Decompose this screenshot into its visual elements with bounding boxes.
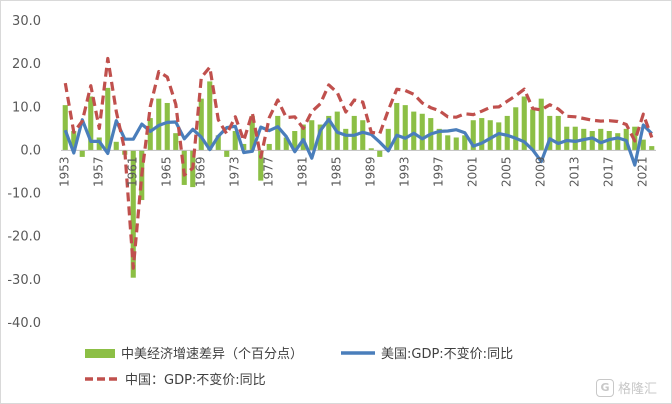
y-tick-label: -10.0	[7, 187, 41, 202]
bar-diff	[249, 115, 255, 151]
bar-diff	[589, 131, 595, 151]
bar-diff	[181, 150, 187, 185]
bar-diff	[640, 139, 646, 151]
bar-diff	[105, 87, 111, 151]
bar-diff	[436, 128, 442, 151]
bar-diff	[445, 135, 451, 151]
bar-diff	[207, 81, 213, 151]
bar-diff	[147, 118, 153, 151]
bar-diff	[555, 115, 561, 151]
bar-diff	[266, 143, 272, 151]
x-tick-label: 2009	[534, 156, 548, 187]
bar-diff	[572, 126, 578, 151]
bar-diff	[62, 105, 68, 151]
y-tick-label: -30.0	[7, 273, 41, 288]
bar-diff	[317, 124, 323, 151]
legend-label-us: 美国:GDP:不变价:同比	[381, 346, 513, 362]
y-tick-label: 0.0	[20, 143, 41, 158]
bar-diff	[453, 137, 459, 151]
bar-diff	[564, 126, 570, 151]
bar-diff	[598, 128, 604, 151]
y-tick-label: 10.0	[12, 100, 41, 115]
x-tick-label: 1965	[160, 156, 174, 187]
bar-diff	[326, 115, 332, 151]
bar-diff	[496, 122, 502, 151]
x-tick-label: 1961	[126, 156, 140, 187]
bar-diff	[71, 131, 77, 151]
x-tick-label: 2021	[636, 156, 650, 187]
bar-diff	[360, 120, 366, 151]
bar-diff	[513, 107, 519, 151]
bar-diff	[521, 96, 527, 151]
x-tick-label: 1969	[194, 156, 208, 187]
bar-diff	[411, 111, 417, 151]
bar-diff	[487, 120, 493, 151]
bar-diff	[130, 150, 136, 278]
bar-diff	[649, 146, 655, 151]
legend-swatch-diff	[85, 349, 115, 358]
bar-diff	[368, 148, 374, 151]
x-tick-label: 2001	[466, 156, 480, 187]
bar-diff	[394, 102, 400, 151]
x-tick-label: 1977	[262, 156, 276, 187]
bar-diff	[173, 133, 179, 151]
bar-diff	[309, 120, 315, 151]
x-tick-label: 1989	[364, 156, 378, 187]
y-tick-label: 20.0	[12, 57, 41, 72]
x-tick-label: 2013	[568, 156, 582, 187]
watermark: G 格隆汇	[595, 378, 657, 397]
bar-diff	[241, 143, 247, 151]
bar-diff	[419, 113, 425, 151]
x-tick-label: 1957	[92, 156, 106, 187]
bar-diff	[113, 141, 119, 151]
watermark-text: 格隆汇	[617, 382, 657, 397]
bar-diff	[79, 150, 85, 157]
bar-diff	[232, 131, 238, 151]
x-tick-label: 1953	[58, 156, 72, 187]
bar-diff	[224, 150, 230, 157]
bar-diff	[538, 98, 544, 151]
bar-diff	[283, 137, 289, 151]
bar-diff	[275, 115, 281, 151]
legend-label-china: 中国：GDP:不变价:同比	[125, 372, 266, 388]
bar-diff	[402, 105, 408, 151]
bar-diff	[385, 128, 391, 151]
bar-diff	[300, 124, 306, 151]
bar-diff	[462, 135, 468, 151]
y-tick-label: 30.0	[12, 14, 41, 29]
watermark-logo-icon: G	[595, 378, 614, 397]
line-us-gdp	[63, 117, 653, 167]
x-tick-label: 1993	[398, 156, 412, 187]
x-tick-label: 1997	[432, 156, 446, 187]
bar-diff	[479, 118, 485, 151]
legend-label-diff: 中美经济增速差异（个百分点）	[121, 347, 303, 362]
line-china-gdp	[63, 56, 654, 270]
bar-diff	[164, 102, 170, 151]
bar-diff	[88, 96, 94, 151]
y-tick-label: -40.0	[7, 316, 41, 331]
bar-diff	[615, 133, 621, 151]
bar-diff	[258, 150, 264, 181]
bar-diff	[292, 131, 298, 151]
bar-diff	[377, 150, 383, 157]
x-tick-label: 2017	[602, 156, 616, 187]
bar-diff	[470, 120, 476, 151]
x-tick-label: 1973	[228, 156, 242, 187]
bar-diff	[530, 109, 536, 151]
x-tick-label: 1981	[296, 156, 310, 187]
x-tick-label: 1985	[330, 156, 344, 187]
y-tick-label: -20.0	[7, 230, 41, 245]
bar-diff	[351, 115, 357, 151]
bar-diff	[504, 115, 510, 151]
bar-diff	[198, 98, 204, 151]
bar-diff	[215, 135, 221, 151]
bar-diff	[547, 115, 553, 151]
bar-diff	[343, 128, 349, 151]
x-tick-label: 2005	[500, 156, 514, 187]
